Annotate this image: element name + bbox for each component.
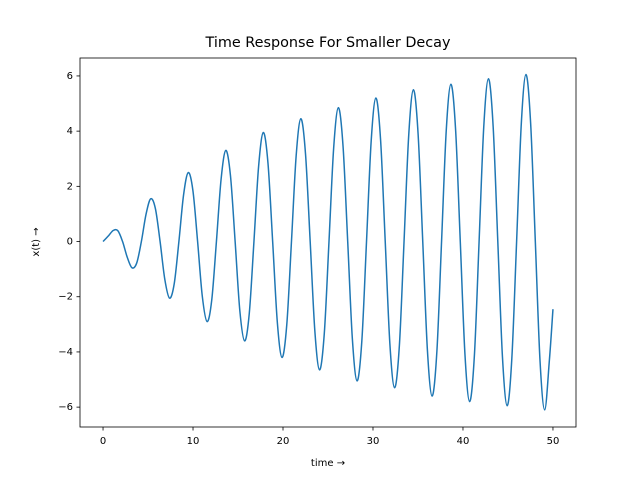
data-line bbox=[102, 73, 554, 411]
x-tick-label: 10 bbox=[187, 436, 200, 447]
y-tick-label: 2 bbox=[67, 181, 73, 192]
plot-frame bbox=[79, 57, 577, 428]
x-tick-label: 30 bbox=[367, 436, 380, 447]
x-axis-label: time → bbox=[311, 458, 345, 469]
y-tick-label: 6 bbox=[67, 71, 73, 82]
y-tick-label: 4 bbox=[67, 126, 73, 137]
y-tick-label: 0 bbox=[67, 237, 73, 248]
y-tick-label: −6 bbox=[58, 402, 73, 413]
x-tick-label: 20 bbox=[277, 436, 290, 447]
x-tick-label: 0 bbox=[100, 436, 106, 447]
y-axis-label: x(t) → bbox=[31, 227, 42, 256]
y-tick-label: −4 bbox=[58, 347, 73, 358]
x-tick-label: 40 bbox=[457, 436, 470, 447]
chart-title: Time Response For Smaller Decay bbox=[204, 35, 451, 51]
x-tick-label: 50 bbox=[547, 436, 560, 447]
y-tick-label: −2 bbox=[58, 292, 73, 303]
